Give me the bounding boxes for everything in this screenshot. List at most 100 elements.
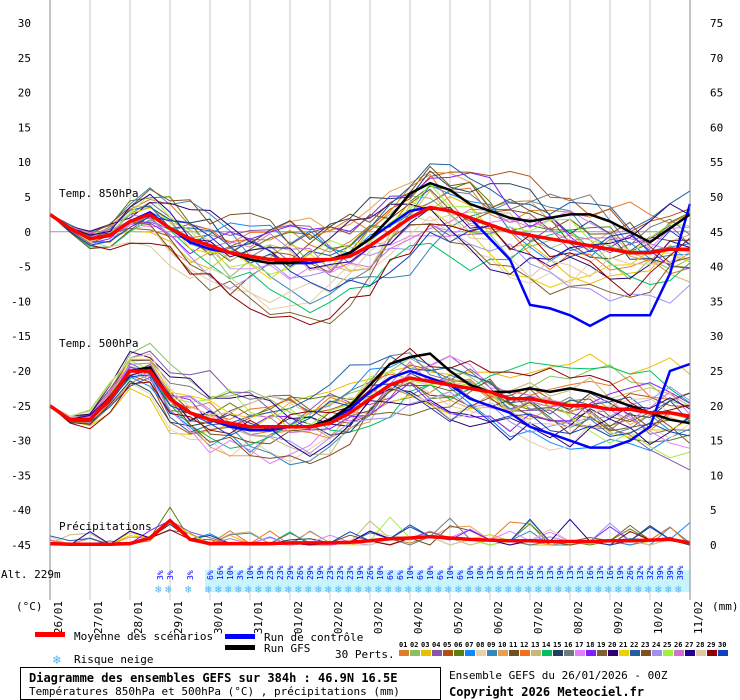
snowflake-icon: ❄ bbox=[485, 583, 492, 596]
date-tick-label: 27/01 bbox=[92, 601, 105, 634]
snowflake-icon: ❄ bbox=[435, 583, 442, 596]
perturbation-line bbox=[49, 173, 691, 275]
snow-band bbox=[205, 570, 690, 592]
legend-perts: 30 Perts. bbox=[335, 648, 395, 661]
snowflake-icon: ❄ bbox=[655, 583, 662, 596]
perturbation-line bbox=[49, 208, 691, 271]
snow-risk-pct: 32% bbox=[646, 565, 655, 580]
perturbation-line bbox=[49, 188, 691, 264]
pert-color-swatch bbox=[597, 650, 607, 656]
pert-color-swatch bbox=[553, 650, 563, 656]
right-unit: (mm) bbox=[712, 600, 739, 613]
snow-risk-pct: 13% bbox=[546, 565, 555, 580]
snow-risk-pct: 13% bbox=[596, 565, 605, 580]
snowflake-icon: ❄ bbox=[265, 583, 272, 596]
perturbation-line bbox=[49, 202, 691, 280]
pert-number: 11 bbox=[509, 641, 517, 649]
date-tick-label: 26/01 bbox=[52, 601, 65, 634]
legend-gfs: Run GFS bbox=[264, 642, 310, 655]
date-tick-label: 09/02 bbox=[612, 601, 625, 634]
snow-risk-pct: 26% bbox=[626, 565, 635, 580]
snowflake-icon: ❄ bbox=[155, 583, 162, 596]
left-tick-label: 30 bbox=[18, 17, 31, 30]
snowflake-icon: ❄ bbox=[325, 583, 332, 596]
snowflake-icon: ❄ bbox=[555, 583, 562, 596]
pert-color-swatch bbox=[509, 650, 519, 656]
snowflake-icon: ❄ bbox=[345, 583, 352, 596]
pert-color-swatch bbox=[454, 650, 464, 656]
perturbation-line bbox=[49, 342, 691, 421]
date-tick-label: 07/02 bbox=[532, 601, 545, 634]
label-t850: Temp. 850hPa bbox=[59, 187, 138, 200]
snowflake-icon: ❄ bbox=[285, 583, 292, 596]
pert-color-swatch bbox=[696, 650, 706, 656]
snow-risk-pct: 13% bbox=[576, 565, 585, 580]
right-tick-label: 40 bbox=[710, 261, 723, 274]
date-tick-label: 30/01 bbox=[212, 601, 225, 634]
pert-number: 08 bbox=[476, 641, 484, 649]
pert-color-swatch bbox=[443, 650, 453, 656]
pert-color-swatch bbox=[487, 650, 497, 656]
perturbation-line bbox=[49, 214, 691, 325]
pert-number: 02 bbox=[410, 641, 418, 649]
perturbation-line bbox=[49, 368, 691, 443]
snow-risk-pct: 19% bbox=[256, 565, 265, 580]
snow-risk-pct: 32% bbox=[636, 565, 645, 580]
pert-number: 07 bbox=[465, 641, 473, 649]
right-tick-label: 35 bbox=[710, 295, 723, 308]
snow-risk-pct: 39% bbox=[656, 565, 665, 580]
snowflake-icon: ❄ bbox=[595, 583, 602, 596]
altitude: Alt. 229m bbox=[1, 568, 61, 581]
left-tick-label: 25 bbox=[18, 52, 31, 65]
pert-color-swatch bbox=[630, 650, 640, 656]
date-tick-label: 29/01 bbox=[172, 601, 185, 634]
snowflake-icon: ❄ bbox=[535, 583, 542, 596]
snow-risk-pct: 6% bbox=[436, 570, 445, 580]
pert-color-swatch bbox=[410, 650, 420, 656]
perturbation-line bbox=[49, 163, 691, 268]
mean-line-t500 bbox=[49, 369, 691, 429]
snow-risk-pct: 19% bbox=[616, 565, 625, 580]
snow-risk-pct: 10% bbox=[376, 565, 385, 580]
perturbation-line bbox=[49, 213, 691, 310]
snow-risk-pct: 13% bbox=[516, 565, 525, 580]
perturbation-line bbox=[49, 361, 691, 434]
snow-risk-pct: 13% bbox=[506, 565, 515, 580]
snow-risk-pct: 13% bbox=[486, 565, 495, 580]
snowflake-icon: ❄ bbox=[375, 583, 382, 596]
pert-number: 25 bbox=[663, 641, 671, 649]
snow-risk-pct: 19% bbox=[556, 565, 565, 580]
pert-number: 05 bbox=[443, 641, 451, 649]
snow-risk-pct: 10% bbox=[226, 565, 235, 580]
pert-color-swatch bbox=[421, 650, 431, 656]
snow-risk-pct: 16% bbox=[216, 565, 225, 580]
snowflake-icon: ❄ bbox=[405, 583, 412, 596]
pert-color-swatch bbox=[641, 650, 651, 656]
pert-number: 22 bbox=[630, 641, 638, 649]
snow-risk-pct: 3% bbox=[186, 570, 195, 580]
snowflake-icon: ❄ bbox=[235, 583, 242, 596]
perturbation-line bbox=[49, 170, 691, 265]
snowflake-icon: ❄ bbox=[185, 583, 192, 596]
snow-risk-pct: 3% bbox=[166, 570, 175, 580]
snowflake-icon: ❄ bbox=[495, 583, 502, 596]
snowflake-icon: ❄ bbox=[215, 583, 222, 596]
snow-risk-pct: 23% bbox=[346, 565, 355, 580]
right-tick-label: 60 bbox=[710, 121, 723, 134]
pert-number: 06 bbox=[454, 641, 462, 649]
date-tick-label: 28/01 bbox=[132, 601, 145, 634]
snowflake-icon: ❄ bbox=[645, 583, 652, 596]
snowflake-icon: ❄ bbox=[205, 583, 212, 596]
snowflake-icon: ❄ bbox=[255, 583, 262, 596]
left-tick-label: -20 bbox=[11, 365, 31, 378]
perturbation-line bbox=[49, 213, 691, 304]
legend-control-swatch bbox=[225, 634, 255, 639]
pert-number: 16 bbox=[564, 641, 572, 649]
pert-color-swatch bbox=[674, 650, 684, 656]
pert-number: 29 bbox=[707, 641, 715, 649]
label-t500: Temp. 500hPa bbox=[59, 337, 138, 350]
left-tick-label: -45 bbox=[11, 539, 31, 552]
perturbation-line bbox=[49, 372, 691, 436]
snow-risk-pct: 10% bbox=[446, 565, 455, 580]
run-info: Ensemble GEFS du 26/01/2026 - 00Z bbox=[449, 669, 668, 682]
